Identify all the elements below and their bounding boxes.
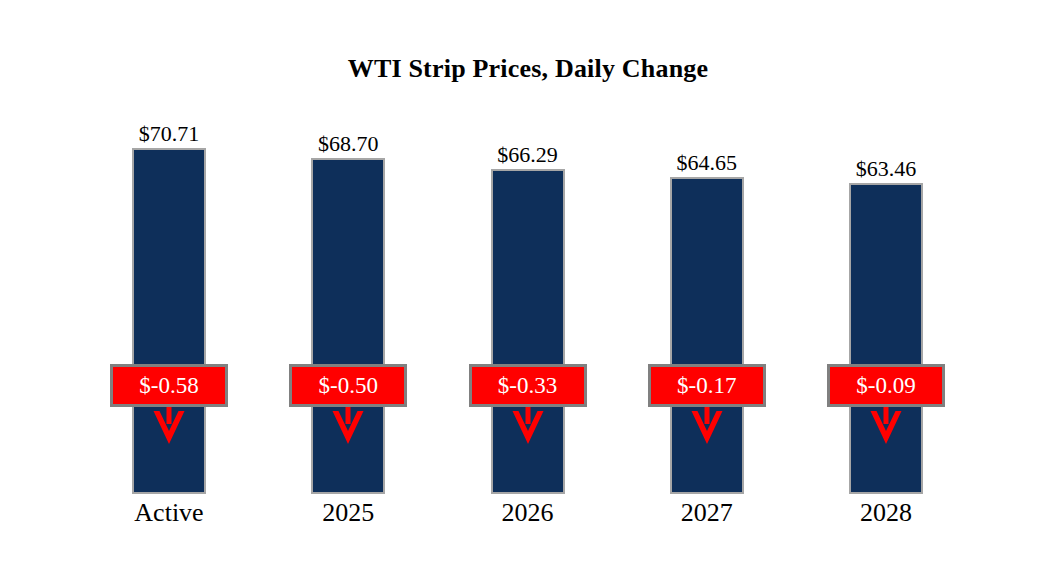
category-label: 2025 bbox=[259, 498, 437, 528]
down-arrow-icon bbox=[152, 407, 187, 445]
value-label: $64.65 bbox=[618, 151, 796, 175]
bar-group: $64.65 $-0.17 2027 bbox=[618, 0, 796, 576]
category-label: 2027 bbox=[618, 498, 796, 528]
value-label: $66.29 bbox=[439, 143, 617, 167]
down-arrow-icon bbox=[869, 407, 904, 445]
wti-strip-prices-chart: WTI Strip Prices, Daily Change $70.71 $-… bbox=[0, 0, 1056, 576]
value-label: $70.71 bbox=[80, 122, 258, 146]
change-badge: $-0.33 bbox=[469, 364, 587, 407]
change-badge: $-0.17 bbox=[648, 364, 766, 407]
value-label: $68.70 bbox=[259, 132, 437, 156]
down-arrow-icon bbox=[510, 407, 545, 445]
bar-group: $66.29 $-0.33 2026 bbox=[439, 0, 617, 576]
bar bbox=[491, 169, 565, 494]
down-arrow-icon bbox=[689, 407, 724, 445]
bar bbox=[849, 183, 923, 494]
bar bbox=[670, 177, 744, 494]
change-badge: $-0.50 bbox=[289, 364, 407, 407]
value-label: $63.46 bbox=[797, 157, 975, 181]
down-arrow-icon bbox=[331, 407, 366, 445]
category-label: Active bbox=[80, 498, 258, 528]
category-label: 2028 bbox=[797, 498, 975, 528]
bar-group: $68.70 $-0.50 2025 bbox=[259, 0, 437, 576]
change-badge: $-0.09 bbox=[827, 364, 945, 407]
bar-group: $70.71 $-0.58 Active bbox=[80, 0, 258, 576]
bar-group: $63.46 $-0.09 2028 bbox=[797, 0, 975, 576]
category-label: 2026 bbox=[439, 498, 617, 528]
change-badge: $-0.58 bbox=[110, 364, 228, 407]
